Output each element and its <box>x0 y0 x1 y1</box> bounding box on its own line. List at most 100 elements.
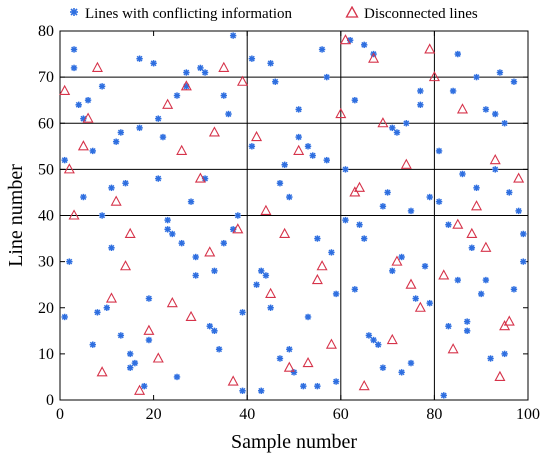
conflicting-point <box>117 332 125 339</box>
conflicting-point <box>314 235 321 242</box>
conflicting-point <box>201 175 209 182</box>
disconnected-point <box>499 320 511 331</box>
disconnected-point <box>96 366 108 377</box>
conflicting-point <box>89 341 96 348</box>
conflicting-point <box>342 216 349 224</box>
conflicting-point <box>122 180 129 187</box>
conflicting-point <box>258 267 265 275</box>
conflicting-point <box>426 299 433 307</box>
disconnected-point <box>293 144 305 155</box>
conflicting-point <box>201 69 209 76</box>
conflicting-point <box>295 106 302 113</box>
conflicting-point <box>398 253 405 261</box>
conflicting-point <box>332 378 340 385</box>
conflicting-point <box>267 60 274 67</box>
conflicting-point <box>304 143 312 150</box>
conflicting-point <box>155 115 162 122</box>
conflicting-point <box>403 120 410 127</box>
conflicting-point <box>482 276 490 284</box>
conflicting-point <box>459 170 466 178</box>
conflicting-point <box>482 106 490 113</box>
conflicting-point <box>426 193 433 201</box>
disconnected-point <box>358 380 370 391</box>
disconnected-point <box>185 310 197 322</box>
conflicting-point <box>389 124 396 132</box>
disconnected-point <box>386 333 398 345</box>
conflicting-point <box>398 369 405 376</box>
conflicting-point <box>61 156 68 164</box>
conflicting-point <box>75 101 82 108</box>
conflicting-point <box>463 318 471 325</box>
y-axis-label: Line number <box>5 164 27 267</box>
disconnected-point <box>134 384 146 395</box>
disconnected-point <box>208 126 220 137</box>
conflicting-point <box>449 87 457 95</box>
conflicting-point <box>501 350 508 358</box>
conflicting-point <box>356 221 363 228</box>
disconnected-point <box>391 255 403 266</box>
disconnected-point <box>166 296 178 308</box>
disconnected-point <box>143 324 155 335</box>
conflicting-point <box>197 64 204 72</box>
y-tick-label: 20 <box>38 300 54 317</box>
disconnected-point <box>335 107 347 119</box>
conflicting-point <box>248 143 256 150</box>
conflicting-point <box>108 244 115 251</box>
x-tick-label: 0 <box>56 406 64 423</box>
conflicting-point <box>379 364 387 371</box>
conflicting-point <box>89 147 96 155</box>
y-tick-label: 10 <box>38 346 54 363</box>
conflicting-point <box>351 96 359 104</box>
disconnected-point <box>119 260 132 271</box>
conflicting-point <box>361 41 368 49</box>
conflicting-point <box>108 184 115 192</box>
disconnected-point <box>91 61 103 72</box>
conflicting-point <box>520 230 527 238</box>
disconnected-point <box>68 209 80 220</box>
conflicting-point <box>136 55 143 62</box>
disconnected-point <box>513 172 525 183</box>
conflicting-point <box>435 147 443 155</box>
conflicting-point <box>454 50 461 58</box>
conflicting-point <box>211 267 218 275</box>
conflicting-point <box>314 382 321 390</box>
conflicting-point <box>463 327 471 335</box>
conflicting-point <box>323 156 330 164</box>
conflicting-point <box>515 207 522 215</box>
conflicting-point <box>473 73 480 81</box>
disconnected-point <box>63 163 75 174</box>
conflicting-point <box>375 341 382 348</box>
conflicting-point <box>239 309 246 316</box>
conflicting-point <box>435 198 443 205</box>
legend-label-disconnected: Disconnected lines <box>364 6 478 22</box>
y-tick-label: 60 <box>38 115 54 132</box>
conflicting-point <box>407 359 415 367</box>
conflicting-point <box>454 276 461 284</box>
conflicting-point <box>234 212 242 219</box>
conflicting-point <box>183 69 190 76</box>
conflicting-point <box>173 92 181 99</box>
legend-label-conflicting: Lines with conflicting information <box>85 6 293 22</box>
disconnected-point <box>325 338 337 349</box>
disconnected-point <box>414 301 426 312</box>
disconnected-point <box>236 75 249 86</box>
x-tick-label: 20 <box>146 406 162 423</box>
conflicting-point <box>393 129 401 136</box>
y-tick-label: 70 <box>38 69 54 86</box>
x-tick-label: 80 <box>426 406 442 423</box>
disconnected-point <box>176 144 188 155</box>
conflicting-point <box>290 369 298 376</box>
conflicting-point <box>417 101 424 108</box>
conflicting-point <box>361 235 368 242</box>
disconnected-point <box>428 70 440 82</box>
conflicting-point <box>267 304 274 311</box>
conflicting-point <box>342 166 349 173</box>
disconnected-point <box>283 361 295 372</box>
conflicting-point <box>173 373 181 381</box>
conflicting-point <box>145 295 153 302</box>
conflicting-point <box>487 355 494 362</box>
conflicting-point <box>473 184 480 192</box>
disconnected-point <box>105 292 118 303</box>
conflicting-point <box>440 392 447 399</box>
conflicting-point <box>103 304 110 311</box>
